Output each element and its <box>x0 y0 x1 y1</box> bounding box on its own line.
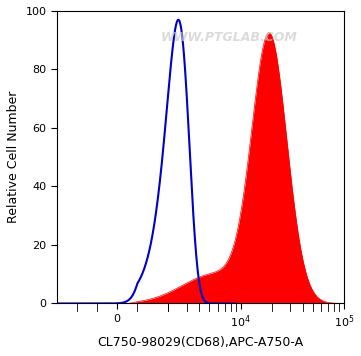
X-axis label: CL750-98029(CD68),APC-A750-A: CL750-98029(CD68),APC-A750-A <box>97 336 304 349</box>
Y-axis label: Relative Cell Number: Relative Cell Number <box>7 91 20 224</box>
Text: WWW.PTGLAB.COM: WWW.PTGLAB.COM <box>161 31 297 44</box>
